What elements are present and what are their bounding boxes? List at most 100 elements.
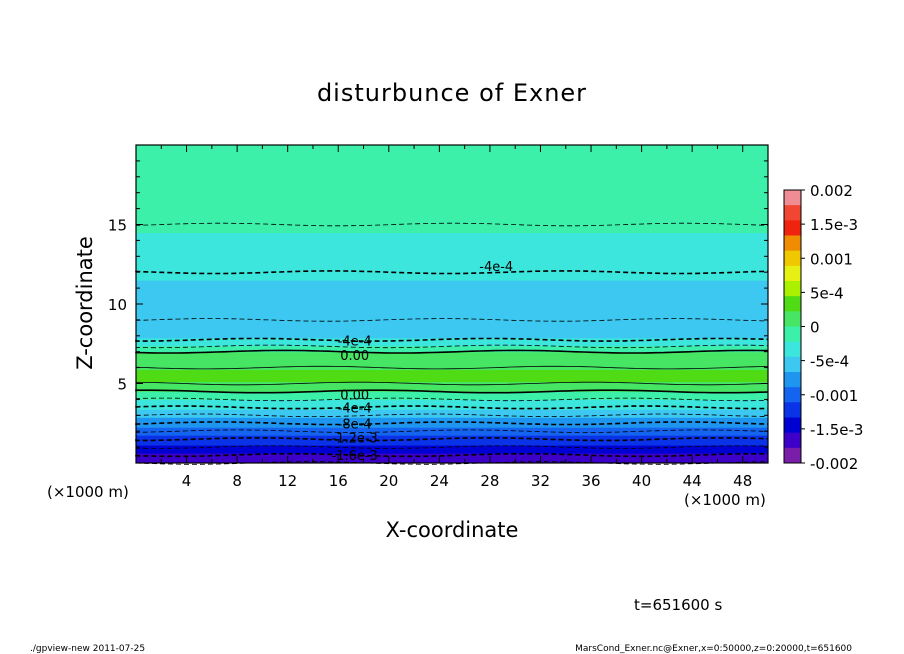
field-band [136, 319, 768, 323]
x-tick-label: 40 [632, 472, 651, 490]
colorbar-swatch [784, 326, 801, 343]
field-band [136, 273, 768, 277]
field-band [136, 396, 768, 400]
colorbar-swatch [784, 417, 801, 434]
contour-line [135, 437, 769, 442]
colorbar-swatch [784, 447, 801, 464]
x-axis-label: X-coordinate [386, 518, 519, 542]
field-band [136, 440, 768, 444]
y-tick-label: 15 [108, 217, 127, 235]
contour-line [135, 429, 769, 433]
field-band [136, 307, 768, 311]
field-band [136, 388, 768, 392]
contour-line [135, 270, 769, 275]
colorbar-swatch [784, 235, 801, 252]
field-band [136, 414, 768, 418]
field-band [136, 218, 768, 222]
field-band [136, 245, 768, 249]
field-band [136, 216, 768, 220]
x-axis: 4 8 12 16 20 24 28 32 36 40 44 48 [160, 145, 769, 490]
contour-line [135, 405, 768, 410]
field-band [136, 381, 768, 384]
field-band [136, 257, 768, 261]
field-band [136, 180, 768, 184]
field-band [136, 237, 768, 241]
x-tick-label: 8 [232, 472, 242, 490]
field-band [136, 369, 768, 373]
field-band [136, 377, 768, 381]
field-band [136, 200, 768, 204]
y-axis: 5 10 15 [108, 160, 768, 448]
field-band [136, 283, 768, 287]
field-band [136, 295, 768, 299]
contour-line [135, 381, 769, 386]
colorbar-swatch [784, 190, 801, 206]
field-band [136, 279, 768, 283]
field-band [136, 198, 768, 202]
field-band [136, 452, 768, 456]
x-tick-label: 28 [480, 472, 499, 490]
colorbar-tick-label: 5e-4 [810, 284, 844, 302]
field-band [136, 196, 768, 200]
field-band [136, 325, 768, 329]
field-band [136, 416, 768, 420]
field-band [136, 293, 768, 297]
field-band [136, 160, 768, 164]
field-band [136, 275, 768, 279]
contour-line [135, 222, 769, 227]
contour-label: 0.00 [340, 349, 369, 364]
colorbar-swatch [784, 402, 801, 418]
contour-label: 0.00 [340, 389, 369, 404]
field-band [136, 353, 768, 357]
colorbar-swatch [784, 387, 801, 403]
colorbar-swatch [784, 432, 801, 449]
field-band [136, 335, 768, 339]
field-band [136, 303, 768, 307]
x-tick-label: 48 [733, 472, 752, 490]
colorbar-swatch [784, 372, 801, 388]
field-band [136, 331, 768, 335]
colorbar-swatch [784, 311, 801, 327]
x-tick-label: 4 [182, 472, 192, 490]
x-unit-left: (×1000 m) [47, 483, 129, 501]
field-band [136, 428, 768, 432]
field-band [136, 188, 768, 192]
field-band [136, 261, 768, 265]
field-band [136, 373, 768, 377]
contour-line [135, 445, 769, 449]
field-band [136, 309, 768, 313]
field-band [136, 394, 768, 398]
contour-label: -4e-4 [338, 335, 372, 350]
time-label: t=651600 s [634, 596, 722, 614]
field-band [136, 436, 768, 440]
field-band [136, 422, 768, 426]
colorbar-tick-label: -5e-4 [810, 353, 849, 371]
field-band [136, 400, 768, 404]
field-band [136, 144, 768, 148]
field-band [136, 371, 768, 375]
field-band [136, 265, 768, 269]
field-band [136, 152, 768, 156]
field-band [136, 263, 768, 267]
colorbar-tick-label: -1.5e-3 [810, 421, 863, 439]
field-band [136, 311, 768, 315]
field-band [136, 208, 768, 212]
field-band [136, 148, 768, 152]
field-band [136, 392, 768, 396]
field-band [136, 442, 768, 446]
field-band [136, 337, 768, 341]
field-band [136, 418, 768, 422]
field-band [136, 406, 768, 410]
field-band [136, 186, 768, 190]
field-band [136, 386, 768, 390]
field-band [136, 444, 768, 448]
x-tick-label: 20 [379, 472, 398, 490]
contour-line [135, 344, 769, 349]
field-band [136, 430, 768, 434]
field-band [136, 277, 768, 281]
field-band [136, 158, 768, 162]
field-band [136, 287, 768, 291]
field-band [136, 448, 768, 452]
field-band [136, 315, 768, 319]
colorbar-swatch [784, 220, 801, 236]
